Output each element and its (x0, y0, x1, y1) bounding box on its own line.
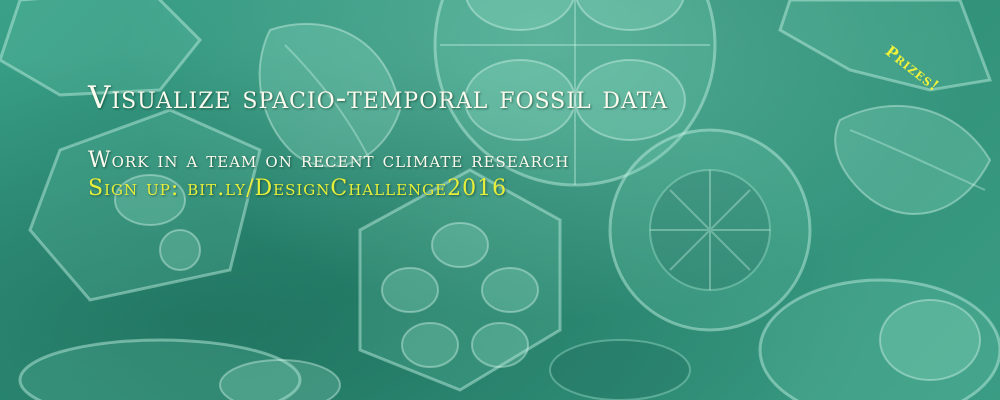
headline: Visualize spacio-temporal fossil data (88, 80, 669, 116)
signup-link[interactable]: Sign up: bit.ly/DesignChallenge2016 (88, 176, 508, 201)
subline: Work in a team on recent climate researc… (88, 148, 570, 173)
